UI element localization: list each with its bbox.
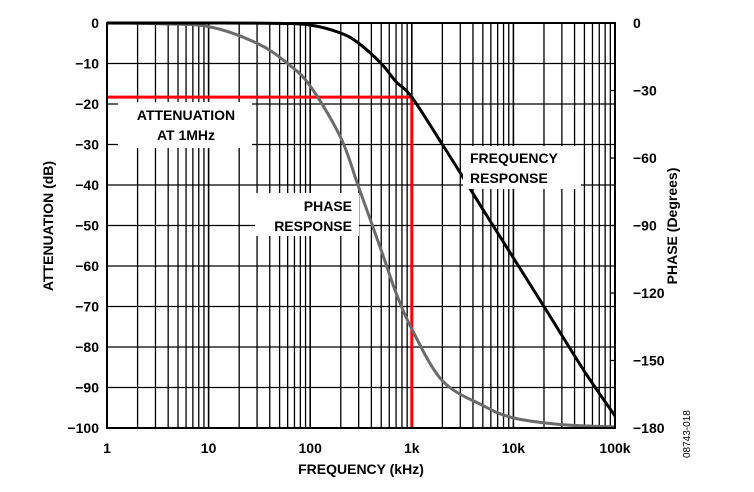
y-tick-label: −90 [75,380,99,396]
annotation-frequency-line2: RESPONSE [470,170,548,186]
axes: 0 −10 −20 −30 −40 −50 −60 −70 −80 −90 −100 0 −30 −60 −… [67,15,664,456]
y-tick-label: −60 [75,258,99,274]
curve-labels: ATTENUATION AT 1MHz FREQUENCY RESPONSE P… [118,102,581,236]
y-tick-label: −50 [75,218,99,234]
y-tick-label: −30 [75,137,99,153]
y2-tick-label: −180 [633,420,665,436]
annotation-frequency-line1: FREQUENCY [470,150,559,166]
y-tick-label: −10 [75,56,99,72]
x-tick-label: 1k [404,440,420,456]
figure-id: 08743-018 [682,410,693,458]
x-tick-label: 10k [502,440,526,456]
y-tick-label: −80 [75,339,99,355]
grid [106,22,615,429]
y-tick-label: −100 [67,420,99,436]
annotation-attenuation-line1: ATTENUATION [137,107,235,123]
annotation-attenuation-line2: AT 1MHz [157,127,215,143]
y2-tick-label: −90 [633,218,657,234]
x-tick-label: 1 [103,440,111,456]
y2-tick-label: −60 [633,150,657,166]
annotation-phase-line1: PHASE [304,198,352,214]
phase-response-curve [106,21,616,429]
y2-tick-label: 0 [633,15,641,31]
plot-frame [106,22,616,429]
y2-axis-label: PHASE (Degrees) [664,168,680,285]
annotation-phase-line2: RESPONSE [274,218,352,234]
x-tick-label: 100 [299,440,323,456]
frequency-response-curve [106,21,617,417]
x-tick-label: 100k [599,440,630,456]
y-tick-label: −20 [75,96,99,112]
x-axis-label: FREQUENCY (kHz) [298,461,424,477]
y2-tick-label: −120 [633,285,665,301]
y-tick-label: −70 [75,299,99,315]
x-tick-label: 10 [201,440,217,456]
y-tick-label: −40 [75,177,99,193]
y2-tick-label: −30 [633,83,657,99]
y2-tick-label: −150 [633,353,665,369]
y-axis-label: ATTENUATION (dB) [40,161,56,291]
y-tick-label: 0 [91,15,99,31]
